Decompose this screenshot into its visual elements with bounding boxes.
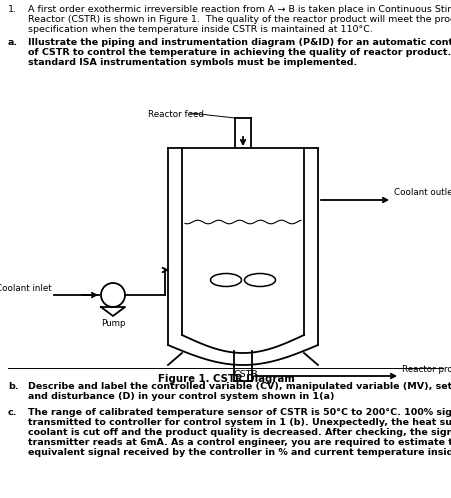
Text: equivalent signal received by the controller in % and current temperature inside: equivalent signal received by the contro… — [28, 448, 451, 457]
Text: Figure 1. CSTR Diagram: Figure 1. CSTR Diagram — [157, 374, 295, 384]
Text: a.: a. — [8, 38, 18, 47]
Text: Pump: Pump — [101, 319, 125, 328]
Text: The range of calibrated temperature sensor of CSTR is 50°C to 200°C. 100% signal: The range of calibrated temperature sens… — [28, 408, 451, 417]
Text: transmitter reads at 6mA. As a control engineer, you are required to estimate th: transmitter reads at 6mA. As a control e… — [28, 438, 451, 447]
Text: c.: c. — [8, 408, 18, 417]
Text: Describe and label the controlled variable (CV), manipulated variable (MV), set : Describe and label the controlled variab… — [28, 382, 451, 391]
Text: Reactor feed: Reactor feed — [148, 110, 204, 119]
Text: 1.: 1. — [8, 5, 17, 14]
Text: transmitted to controller for control system in 1 (b). Unexpectedly, the heat su: transmitted to controller for control sy… — [28, 418, 451, 427]
Text: Reactor product: Reactor product — [402, 365, 451, 374]
Text: b.: b. — [8, 382, 18, 391]
Text: specification when the temperature inside CSTR is maintained at 110°C.: specification when the temperature insid… — [28, 25, 373, 34]
Text: Coolant outlet: Coolant outlet — [394, 188, 451, 197]
Text: Reactor (CSTR) is shown in Figure 1.  The quality of the reactor product will me: Reactor (CSTR) is shown in Figure 1. The… — [28, 15, 451, 24]
Text: A first order exothermic irreversible reaction from A → B is taken place in Cont: A first order exothermic irreversible re… — [28, 5, 451, 14]
Text: and disturbance (D) in your control system shown in 1(a): and disturbance (D) in your control syst… — [28, 392, 335, 401]
Text: coolant is cut off and the product quality is decreased. After checking, the sig: coolant is cut off and the product quali… — [28, 428, 451, 437]
Text: Coolant inlet: Coolant inlet — [0, 284, 52, 293]
Text: of CSTR to control the temperature in achieving the quality of reactor product. : of CSTR to control the temperature in ac… — [28, 48, 451, 57]
Text: CSTR: CSTR — [233, 370, 258, 379]
Text: standard ISA instrumentation symbols must be implemented.: standard ISA instrumentation symbols mus… — [28, 58, 357, 67]
Text: Illustrate the piping and instrumentation diagram (P&ID) for an automatic contro: Illustrate the piping and instrumentatio… — [28, 38, 451, 47]
